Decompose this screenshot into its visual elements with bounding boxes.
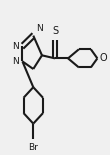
Text: N: N [36,24,43,33]
Text: O: O [100,53,107,63]
Text: N: N [12,42,19,51]
Text: S: S [52,26,58,36]
Text: N: N [12,57,19,66]
Text: Br: Br [28,143,38,152]
